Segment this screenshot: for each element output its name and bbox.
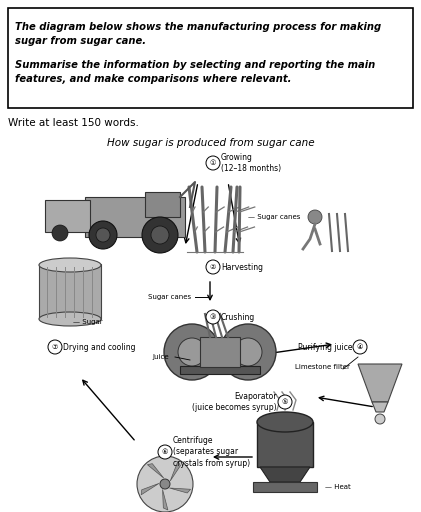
Text: Growing
(12–18 months): Growing (12–18 months) (221, 153, 281, 173)
Text: Drying and cooling: Drying and cooling (63, 343, 136, 352)
Polygon shape (147, 464, 164, 478)
Text: — Heat: — Heat (325, 484, 351, 490)
Text: ①: ① (210, 160, 216, 166)
Circle shape (234, 338, 262, 366)
Text: Crushing: Crushing (221, 312, 255, 322)
Circle shape (160, 479, 170, 489)
Bar (200, 337, 240, 367)
Circle shape (308, 210, 322, 224)
Circle shape (178, 338, 206, 366)
Circle shape (52, 225, 68, 241)
Text: — Sugar canes: — Sugar canes (248, 214, 300, 220)
Circle shape (278, 395, 292, 409)
Text: Purifying juice: Purifying juice (298, 343, 352, 352)
Text: ④: ④ (357, 344, 363, 350)
Circle shape (353, 340, 367, 354)
Circle shape (137, 456, 193, 512)
Polygon shape (163, 489, 168, 510)
Text: Evaporator
(juice becomes syrup): Evaporator (juice becomes syrup) (192, 392, 277, 412)
Text: ②: ② (210, 264, 216, 270)
Circle shape (89, 221, 117, 249)
Circle shape (220, 324, 276, 380)
Text: Summarise the information by selecting and reporting the main: Summarise the information by selecting a… (15, 60, 375, 70)
Text: Limestone filter: Limestone filter (295, 364, 350, 370)
Circle shape (48, 340, 62, 354)
Ellipse shape (39, 312, 101, 326)
Circle shape (164, 324, 220, 380)
Bar (39, 264, 101, 319)
Text: Write at least 150 words.: Write at least 150 words. (8, 118, 139, 128)
Polygon shape (141, 483, 159, 495)
Text: ⑥: ⑥ (162, 449, 168, 455)
Bar (253, 482, 317, 492)
Text: ⑦: ⑦ (52, 344, 58, 350)
Ellipse shape (39, 258, 101, 272)
Bar (180, 366, 260, 374)
Polygon shape (358, 364, 402, 402)
Circle shape (96, 228, 110, 242)
Text: Sugar canes: Sugar canes (148, 294, 191, 300)
Text: Harvesting: Harvesting (221, 263, 263, 271)
Circle shape (375, 414, 385, 424)
Text: Juice: Juice (152, 354, 169, 360)
Circle shape (151, 226, 169, 244)
Polygon shape (170, 461, 181, 481)
Text: The diagram below shows the manufacturing process for making: The diagram below shows the manufacturin… (15, 22, 381, 32)
Circle shape (206, 156, 220, 170)
Bar (257, 422, 313, 467)
Text: features, and make comparisons where relevant.: features, and make comparisons where rel… (15, 74, 291, 84)
Text: ③: ③ (210, 314, 216, 320)
Bar (85, 197, 185, 237)
Text: How sugar is produced from sugar cane: How sugar is produced from sugar cane (107, 138, 314, 148)
Polygon shape (260, 467, 310, 482)
Circle shape (206, 260, 220, 274)
Ellipse shape (257, 412, 313, 432)
Text: sugar from sugar cane.: sugar from sugar cane. (15, 36, 146, 46)
Circle shape (206, 310, 220, 324)
Polygon shape (8, 8, 413, 108)
Circle shape (142, 217, 178, 253)
Polygon shape (372, 402, 388, 412)
Bar (45, 200, 90, 232)
Text: Centrifuge
(separates sugar
crystals from syrup): Centrifuge (separates sugar crystals fro… (173, 436, 250, 467)
Text: — Sugar: — Sugar (73, 319, 103, 325)
Circle shape (158, 445, 172, 459)
Bar (145, 192, 180, 217)
Text: ⑤: ⑤ (282, 399, 288, 405)
Polygon shape (170, 488, 191, 493)
